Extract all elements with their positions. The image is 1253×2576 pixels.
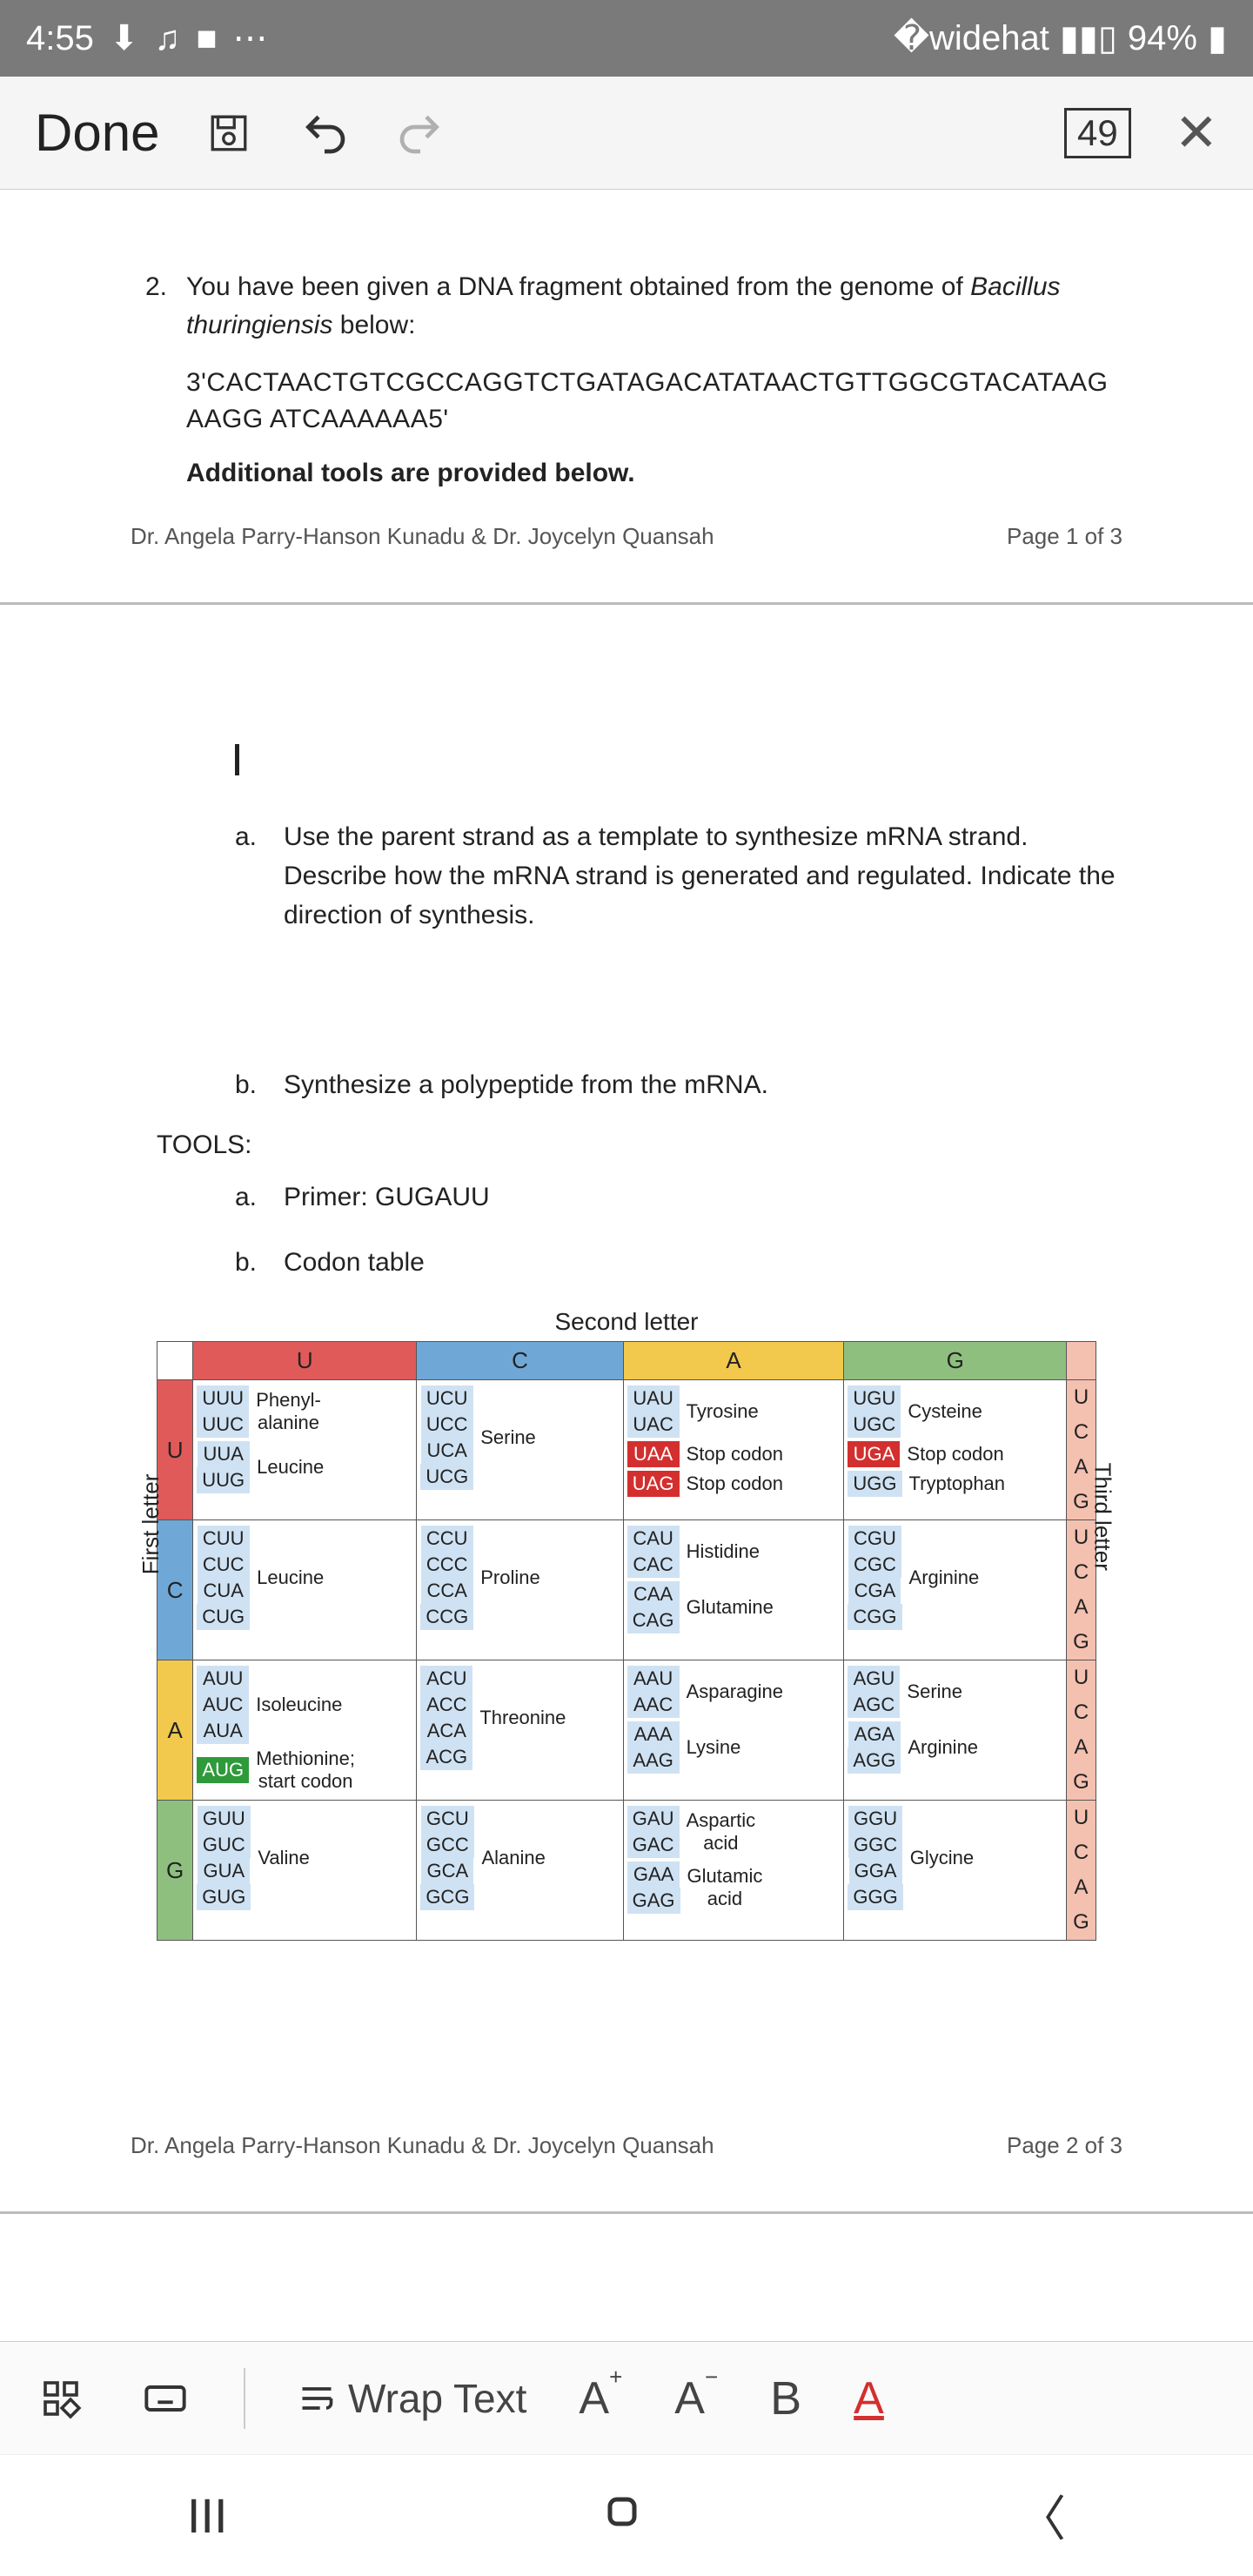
- q2-text: You have been given a DNA fragment obtai…: [186, 268, 1122, 344]
- codon-table-wrap: Second letter First letter Third letter …: [157, 1308, 1096, 1941]
- page-num-2: Page 2 of 3: [1007, 2132, 1122, 2159]
- toolbar-divider: [244, 2368, 245, 2429]
- format-toolbar: Wrap Text A+ A− B A: [0, 2341, 1253, 2454]
- grid-icon[interactable]: [35, 2372, 87, 2425]
- font-increase-button[interactable]: A+: [579, 2372, 622, 2425]
- video-icon: ■: [196, 19, 217, 58]
- tool-b-text: Codon table: [284, 1243, 425, 1282]
- tool-a-text: Primer: GUGAUU: [284, 1177, 490, 1217]
- battery-pct: 94%: [1128, 19, 1197, 58]
- battery-icon: ▮: [1208, 18, 1227, 58]
- page-separator-2: [0, 2211, 1253, 2214]
- qa-text: Use the parent strand as a template to s…: [284, 817, 1122, 935]
- qb-text: Synthesize a polypeptide from the mRNA.: [284, 1065, 768, 1104]
- signal-icon: ▮▮▯: [1060, 18, 1117, 58]
- undo-icon[interactable]: [298, 107, 351, 159]
- status-time: 4:55: [26, 19, 94, 58]
- page-separator: [0, 602, 1253, 605]
- page-1: 2. You have been given a DNA fragment ob…: [35, 225, 1218, 576]
- dna-sequence: 3'CACTAACTGTCGCCAGGTCTGATAGACATATAACTGTT…: [186, 365, 1122, 438]
- status-bar: 4:55 ⬇ ♫ ■ ⋯ �widehat ▮▮▯ 94% ▮: [0, 0, 1253, 77]
- codon-table: UCAG UUUUUUCPhenyl-alanineUUAUUGLeucineU…: [157, 1341, 1096, 1941]
- save-icon[interactable]: [203, 107, 255, 159]
- redo-icon[interactable]: [394, 107, 446, 159]
- q2-number: 2.: [131, 268, 167, 344]
- wifi-icon: �widehat: [894, 18, 1049, 58]
- page-num-1: Page 1 of 3: [1007, 523, 1122, 550]
- recents-button[interactable]: III: [187, 2487, 228, 2544]
- keyboard-icon[interactable]: [139, 2372, 191, 2425]
- tool-a-letter: a.: [235, 1177, 265, 1217]
- editor-toolbar: Done 49 ✕: [0, 77, 1253, 190]
- more-icon: ⋯: [233, 18, 268, 58]
- done-button[interactable]: Done: [35, 103, 159, 163]
- back-button[interactable]: 〈: [1017, 2480, 1066, 2551]
- text-cursor: [235, 744, 239, 775]
- music-icon: ♫: [154, 19, 180, 58]
- authors-2: Dr. Angela Parry-Hanson Kunadu & Dr. Joy…: [131, 2132, 714, 2159]
- third-letter-label: Third letter: [1089, 1462, 1116, 1570]
- home-button[interactable]: [601, 2487, 643, 2544]
- bold-button[interactable]: B: [770, 2371, 801, 2425]
- font-decrease-button[interactable]: A−: [674, 2372, 718, 2425]
- first-letter-label: First letter: [137, 1473, 164, 1574]
- tool-b-letter: b.: [235, 1243, 265, 1282]
- wrap-text-button[interactable]: Wrap Text: [298, 2375, 526, 2422]
- font-color-button[interactable]: A: [854, 2372, 884, 2425]
- tools-provided: Additional tools are provided below.: [186, 459, 1122, 488]
- document-viewport[interactable]: 2. You have been given a DNA fragment ob…: [0, 190, 1253, 2341]
- qb-letter: b.: [235, 1065, 265, 1104]
- download-icon: ⬇: [110, 18, 139, 58]
- qa-letter: a.: [235, 817, 265, 935]
- android-nav-bar: III 〈: [0, 2454, 1253, 2576]
- page-2: a. Use the parent strand as a template t…: [35, 640, 1218, 2185]
- authors-1: Dr. Angela Parry-Hanson Kunadu & Dr. Joy…: [131, 523, 714, 550]
- close-button[interactable]: ✕: [1175, 103, 1218, 164]
- page-count[interactable]: 49: [1064, 108, 1131, 158]
- second-letter-label: Second letter: [157, 1308, 1096, 1336]
- tools-label: TOOLS:: [157, 1130, 1122, 1160]
